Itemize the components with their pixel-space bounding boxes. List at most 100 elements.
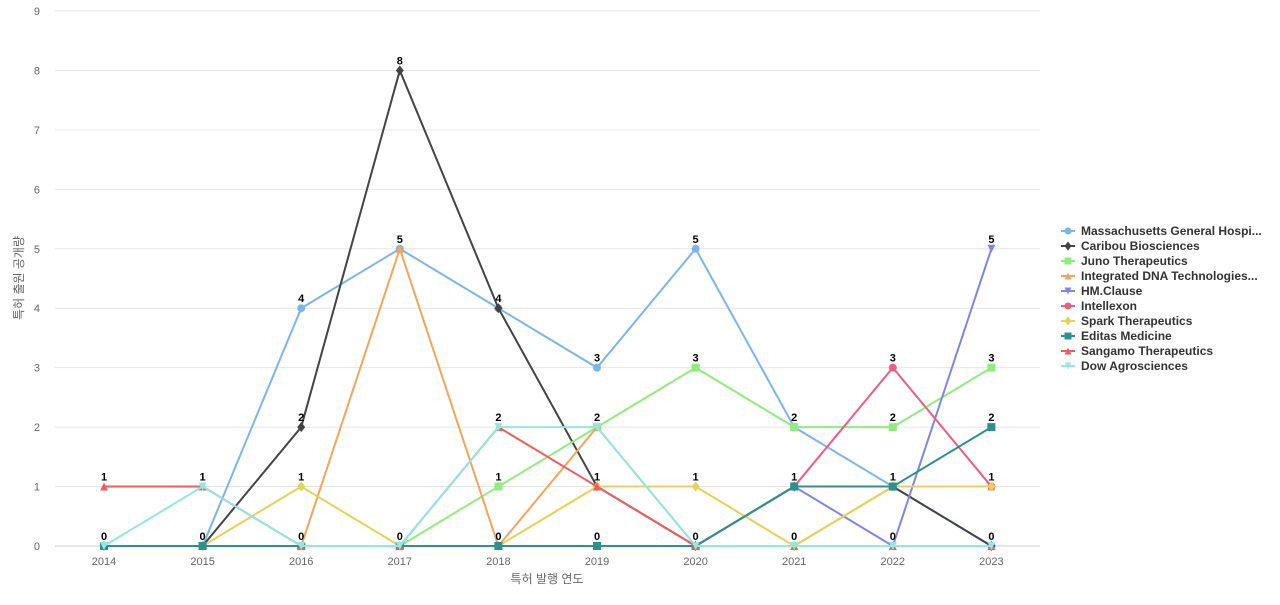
y-tick-label: 1 [34,482,40,494]
legend-item[interactable]: Caribou Biosciences [1061,239,1200,253]
data-point[interactable] [395,244,404,253]
legend-item[interactable]: Editas Medicine [1061,329,1172,343]
data-label: 0 [988,531,994,543]
x-tick-label: 2015 [190,556,214,568]
data-point[interactable] [888,482,897,491]
data-point[interactable] [100,542,108,550]
y-tick-label: 6 [34,184,40,196]
data-point[interactable] [297,304,306,313]
data-point[interactable] [593,423,601,432]
data-point[interactable] [198,542,207,550]
data-point[interactable] [297,481,306,492]
data-labels: 1 0 1 0 4 2 1 0 8 5 0 4 2 1 0 3 2 1 0 5 3 1 0 2 1 0 3 2 1 0 5 3 2 1 0 [101,55,995,543]
data-point[interactable] [888,423,897,432]
legend-item[interactable]: Spark Therapeutics [1061,314,1193,328]
data-point[interactable] [888,363,897,372]
x-tick-label: 2014 [92,556,116,568]
legend: Massachusetts General Hospi...Caribou Bi… [1061,224,1262,373]
data-label: 0 [594,531,600,543]
y-tick-label: 5 [34,244,40,256]
legend-item[interactable]: Dow Agrosciences [1061,359,1188,373]
data-label: 0 [101,531,107,543]
data-label: 4 [495,293,502,305]
legend-label: Intellexon [1081,299,1137,313]
data-label: 2 [298,412,304,424]
legend-symbol [1064,316,1072,326]
data-label: 5 [693,234,699,246]
x-tick-label: 2020 [683,556,707,568]
data-point[interactable] [494,423,503,432]
legend-item[interactable]: Juno Therapeutics [1061,254,1188,268]
data-point[interactable] [691,481,700,492]
data-label: 2 [594,412,600,424]
legend-label: Caribou Biosciences [1081,239,1200,253]
data-point[interactable] [593,363,601,372]
data-label: 0 [890,531,896,543]
data-label: 0 [791,531,797,543]
data-point[interactable] [100,482,108,491]
legend-item[interactable]: HM.Clause [1061,284,1143,298]
y-tick-label: 0 [34,541,40,553]
grid-lines [55,10,1040,488]
data-point[interactable] [494,482,503,491]
series [100,423,996,550]
y-tick-label: 4 [34,303,40,315]
data-point[interactable] [790,542,799,550]
data-point[interactable] [395,542,404,550]
legend-item[interactable]: Integrated DNA Technologies... [1061,269,1258,283]
legend-symbol [1064,347,1072,355]
data-point[interactable] [888,542,897,550]
data-label: 1 [988,472,994,484]
y-tick-label: 3 [34,363,40,375]
data-point[interactable] [691,542,700,550]
legend-item[interactable]: Massachusetts General Hospi... [1061,224,1262,238]
data-label: 1 [890,472,896,484]
data-point[interactable] [395,65,404,76]
y-axis-title: 특허 출원 공개량 [12,236,26,320]
data-point[interactable] [198,482,207,491]
legend-label: Juno Therapeutics [1081,254,1188,268]
legend-label: Massachusetts General Hospi... [1081,224,1262,238]
data-point[interactable] [691,363,700,372]
data-point[interactable] [494,303,503,314]
legend-symbol [1064,257,1072,265]
legend-label: Editas Medicine [1081,329,1172,343]
data-point[interactable] [987,363,996,372]
x-tick-label: 2023 [979,556,1003,568]
x-tick-label: 2022 [881,556,905,568]
data-point[interactable] [593,542,601,550]
legend-label: HM.Clause [1081,284,1143,298]
data-label: 1 [298,472,304,484]
data-label: 5 [397,234,403,246]
data-point[interactable] [790,423,799,432]
data-point[interactable] [593,482,601,491]
data-point[interactable] [987,542,996,550]
data-label: 2 [890,412,896,424]
data-point[interactable] [297,542,306,550]
series-line[interactable] [104,485,992,548]
series-line[interactable] [104,426,992,547]
data-label: 3 [594,353,600,365]
legend-item[interactable]: Sangamo Therapeutics [1061,344,1213,358]
legend-symbol [1064,241,1072,251]
series-line[interactable] [103,426,992,547]
data-point[interactable] [494,542,503,550]
data-point[interactable] [691,244,700,253]
legend-label: Sangamo Therapeutics [1081,344,1213,358]
data-point[interactable] [987,423,996,432]
data-label: 0 [298,531,304,543]
data-point[interactable] [987,244,996,253]
x-tick-label: 2021 [782,556,806,568]
data-label: 4 [298,293,305,305]
y-tick-label: 7 [34,125,40,137]
data-point[interactable] [297,422,306,433]
data-label: 2 [495,412,501,424]
data-label: 8 [397,55,403,67]
y-tick-label: 8 [34,65,40,77]
y-tick-label: 2 [34,422,40,434]
data-point[interactable] [790,482,799,491]
data-point[interactable] [987,481,996,492]
series-line[interactable] [104,247,992,547]
legend-item[interactable]: Intellexon [1061,299,1137,313]
